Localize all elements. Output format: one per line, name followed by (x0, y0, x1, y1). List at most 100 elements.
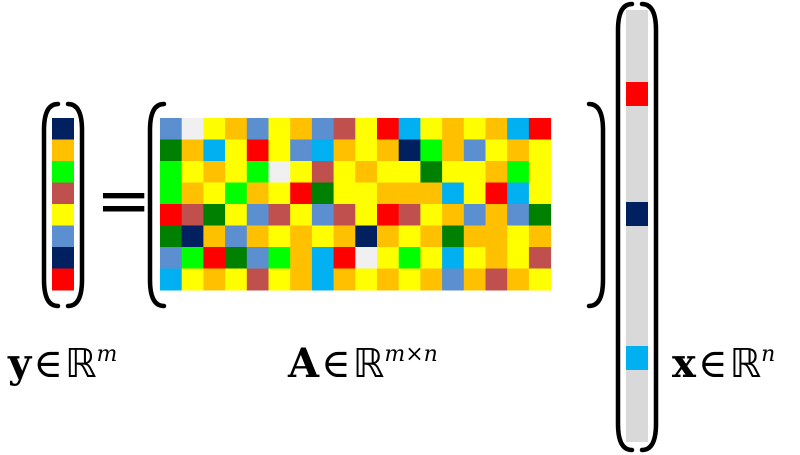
a-cell (355, 268, 378, 291)
a-cell (463, 268, 486, 291)
a-cell (463, 247, 486, 269)
a-cell (377, 247, 400, 269)
a-cell (311, 182, 335, 205)
a-cell (485, 118, 508, 140)
equals-sign: = (96, 162, 152, 239)
a-cell (268, 247, 291, 269)
a-cell (442, 247, 465, 269)
x-left-bracket (615, 1, 635, 453)
y-cell (52, 268, 74, 291)
a-cell (268, 161, 291, 183)
a-cell (225, 268, 248, 291)
a-cell (442, 139, 465, 162)
a-cell (225, 247, 248, 269)
a-cell (528, 182, 552, 205)
a-cell (160, 139, 183, 162)
a-cell (528, 204, 552, 226)
y-cell (52, 161, 74, 183)
x-set: ℝ (729, 341, 762, 387)
a-cell (290, 182, 313, 205)
a-cell (181, 268, 204, 291)
a-cell (246, 225, 269, 248)
a-cell (420, 139, 443, 162)
x-relation: ∈ (697, 341, 728, 387)
a-cell (377, 268, 400, 291)
a-cell (246, 161, 269, 183)
x-label: x∈ℝn (672, 340, 775, 387)
x-nonzero-cell (626, 346, 648, 370)
x-right-bracket (639, 1, 659, 453)
a-cell (246, 118, 269, 140)
a-cell (311, 247, 335, 269)
a-cell (160, 225, 183, 248)
a-cell (333, 182, 356, 205)
a-cell (485, 204, 508, 226)
a-cell (181, 247, 204, 269)
a-cell (203, 161, 226, 183)
y-dim: m (96, 342, 118, 367)
a-cell (377, 139, 400, 162)
y-cell (52, 225, 74, 248)
a-cell (485, 247, 508, 269)
a-cell (268, 204, 291, 226)
a-cell (442, 225, 465, 248)
a-cell (160, 182, 183, 205)
a-cell (507, 118, 530, 140)
a-cell (203, 182, 226, 205)
a-cell (463, 225, 486, 248)
a-cell (203, 268, 226, 291)
a-cell (355, 139, 378, 162)
a-cell (203, 204, 226, 226)
a-cell (377, 225, 400, 248)
a-cell (290, 118, 313, 140)
a-cell (377, 204, 400, 226)
a-cell (290, 139, 313, 162)
y-right-bracket (65, 101, 85, 309)
a-cell (507, 268, 530, 291)
y-cell (52, 139, 74, 162)
a-cell (268, 182, 291, 205)
a-cell (398, 268, 421, 291)
a-cell (485, 182, 508, 205)
a-cell (420, 182, 443, 205)
x-symbol: x (672, 340, 696, 387)
a-cell (528, 161, 552, 183)
a-cell (160, 118, 183, 140)
a-cell (442, 161, 465, 183)
a-cell (463, 139, 486, 162)
a-cell (225, 182, 248, 205)
x-dim: n (761, 342, 776, 367)
a-cell (355, 247, 378, 269)
a-matrix (160, 118, 552, 291)
a-cell (398, 204, 421, 226)
a-cell (290, 268, 313, 291)
a-cell (246, 247, 269, 269)
a-cell (311, 139, 335, 162)
a-cell (333, 161, 356, 183)
y-cell (52, 182, 74, 205)
a-cell (268, 268, 291, 291)
a-cell (333, 225, 356, 248)
y-relation: ∈ (33, 341, 63, 387)
a-cell (225, 161, 248, 183)
a-cell (181, 118, 204, 140)
y-cell (52, 204, 74, 226)
a-cell (333, 118, 356, 140)
a-cell (528, 118, 552, 140)
a-cell (333, 268, 356, 291)
a-cell (268, 118, 291, 140)
a-cell (355, 161, 378, 183)
a-cell (290, 161, 313, 183)
a-cell (507, 161, 530, 183)
a-cell (355, 182, 378, 205)
a-cell (268, 139, 291, 162)
y-left-bracket (41, 101, 61, 309)
a-cell (420, 161, 443, 183)
a-cell (203, 247, 226, 269)
a-cell (528, 139, 552, 162)
a-cell (528, 247, 552, 269)
y-label: y∈ℝm (8, 340, 117, 387)
a-cell (225, 118, 248, 140)
a-cell (268, 225, 291, 248)
